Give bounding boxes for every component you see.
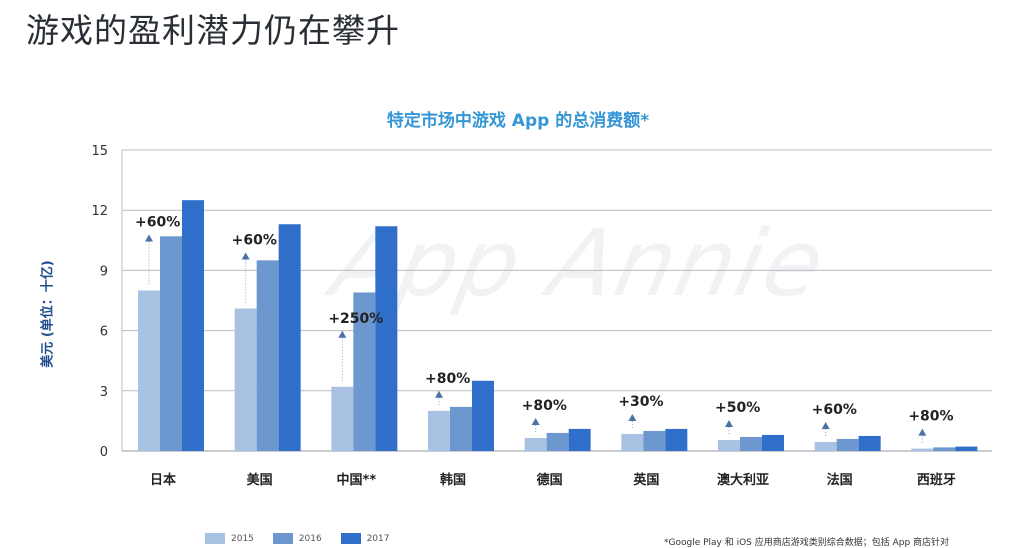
bar-2017	[665, 428, 688, 451]
y-tick-label: 3	[100, 385, 108, 400]
x-tick-label: 韩国	[440, 472, 466, 488]
legend-swatch-2016	[272, 533, 293, 544]
growth-arrow-head	[241, 252, 250, 260]
legend-item-2015: 2015	[205, 533, 254, 544]
growth-label: +80%	[425, 371, 470, 387]
bar-2017	[472, 380, 494, 451]
growth-label: +50%	[715, 400, 760, 416]
bar-2015	[524, 437, 547, 451]
bar-2015	[138, 290, 160, 451]
bar-2016	[740, 436, 762, 451]
x-tick-label: 美国	[247, 472, 273, 488]
x-tick-label: 中国**	[337, 472, 377, 488]
growth-label: +60%	[812, 402, 857, 418]
growth-label: +30%	[618, 394, 663, 410]
bar-2016	[450, 406, 472, 451]
bar-2016	[933, 447, 956, 451]
growth-label: +60%	[135, 214, 180, 230]
bar-2016	[160, 236, 182, 451]
legend-label-2017: 2017	[366, 534, 390, 544]
growth-arrow-head	[628, 413, 637, 421]
legend-swatch-2015	[205, 533, 225, 544]
growth-arrow-head	[821, 421, 830, 429]
bar-2015	[814, 441, 837, 451]
legend-item-2017: 2017	[340, 533, 390, 544]
y-tick-label: 6	[100, 325, 108, 340]
x-tick-label: 日本	[150, 472, 176, 488]
legend-label-2016: 2016	[298, 534, 322, 544]
growth-label: +60%	[232, 233, 277, 249]
bar-2016	[643, 430, 666, 451]
legend-item-2016: 2016	[272, 533, 322, 544]
y-tick-label: 9	[100, 264, 108, 279]
growth-arrow-head	[725, 419, 733, 427]
growth-arrow-head	[338, 330, 347, 338]
bar-2015	[428, 410, 450, 451]
growth-arrow-head	[435, 390, 443, 398]
growth-label: +250%	[328, 311, 383, 327]
bar-2016	[353, 292, 376, 451]
chart-title: 特定市场中游戏 App 的总消费额*	[386, 111, 650, 131]
bar-2017	[375, 226, 398, 451]
legend-label-2015: 2015	[231, 534, 254, 544]
x-tick-label: 澳大利亚	[717, 472, 769, 488]
x-tick-label: 西班牙	[917, 472, 956, 488]
bar-2016	[546, 432, 569, 451]
growth-arrow-head	[918, 428, 927, 436]
bar-2015	[234, 308, 257, 451]
y-tick-label: 12	[91, 204, 108, 219]
y-tick-label: 15	[91, 144, 108, 159]
growth-label: +80%	[522, 398, 567, 414]
page-title: 游戏的盈利潜力仍在攀升	[26, 11, 400, 50]
bar-2017	[858, 435, 881, 451]
bar-2017	[182, 200, 204, 451]
x-tick-label: 英国	[632, 472, 659, 488]
y-tick-label: 0	[100, 445, 108, 460]
x-tick-label: 德国	[537, 472, 563, 488]
bar-2017	[762, 434, 784, 451]
legend: 2015 2016 2017	[205, 533, 405, 544]
bar-2017	[278, 224, 301, 451]
bar-2015	[911, 448, 934, 451]
growth-arrow-head	[145, 234, 153, 242]
bar-2015	[331, 386, 354, 451]
bar-2015	[718, 439, 740, 451]
growth-arrow-head	[531, 417, 540, 425]
bar-2017	[568, 428, 591, 451]
legend-swatch-2017	[340, 533, 361, 544]
bar-2016	[836, 438, 859, 451]
bar-2017	[955, 446, 978, 451]
growth-label: +80%	[908, 409, 953, 425]
x-tick-label: 法国	[827, 472, 853, 488]
bar-2016	[256, 260, 279, 451]
footnote: *Google Play 和 iOS 应用商店游戏类别综合数据；包括 App 商…	[664, 538, 950, 548]
bar-2015	[621, 433, 644, 451]
